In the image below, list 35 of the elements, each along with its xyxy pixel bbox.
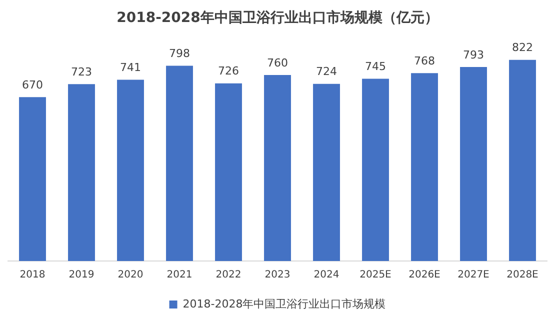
x-tick-label: 2027E [458, 270, 490, 281]
bar [509, 60, 536, 261]
bar [68, 84, 95, 261]
x-tick-label: 2024 [314, 270, 340, 281]
chart-title: 2018-2028年中国卫浴行业出口市场规模（亿元） [116, 9, 438, 26]
x-tick-label: 2020 [118, 270, 144, 281]
data-label: 741 [120, 61, 141, 74]
x-tick-label: 2025E [360, 270, 392, 281]
data-label: 670 [22, 78, 43, 92]
data-label: 745 [365, 60, 386, 74]
legend-label: 2018-2028年中国卫浴行业出口市场规模 [182, 297, 386, 310]
data-label: 768 [414, 54, 435, 68]
x-tick-label: 2023 [264, 270, 290, 281]
data-label: 798 [169, 47, 190, 60]
bar [460, 66, 487, 261]
data-label: 822 [512, 41, 533, 54]
x-tick-label: 2021 [166, 270, 192, 281]
x-tick-label: 2028E [506, 270, 538, 281]
bar [19, 97, 46, 261]
data-label: 760 [267, 56, 288, 70]
bar [411, 73, 438, 261]
bar [362, 78, 389, 261]
x-tick-label: 2018 [20, 270, 46, 281]
bar [264, 75, 291, 261]
x-tick-label: 2019 [68, 270, 94, 281]
bar [166, 66, 193, 261]
x-tick-label: 2026E [408, 270, 440, 281]
data-label: 793 [463, 48, 484, 62]
data-label: 726 [218, 64, 239, 78]
data-label: 724 [316, 65, 337, 78]
x-tick-label: 2022 [216, 270, 242, 281]
bar [313, 84, 340, 261]
data-label: 723 [71, 65, 92, 78]
bar [215, 83, 242, 261]
bar [117, 80, 144, 261]
